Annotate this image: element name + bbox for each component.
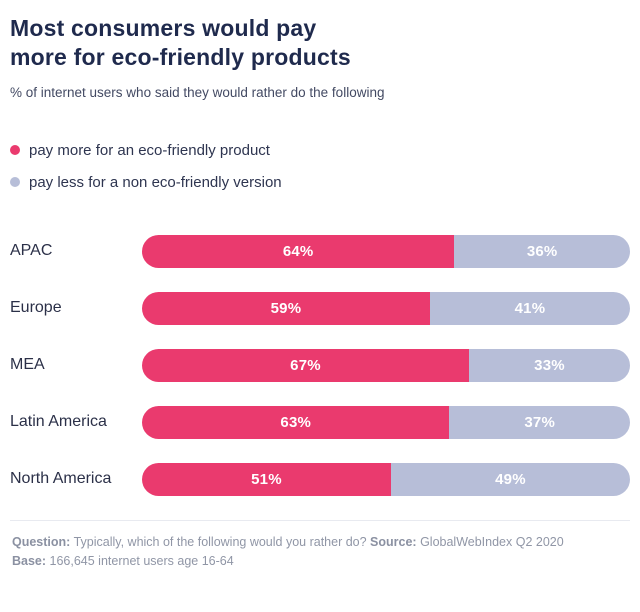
value-label: 49% <box>495 470 526 488</box>
stacked-bar: 59% 41% <box>142 291 630 325</box>
base-label: Base: <box>12 554 47 569</box>
value-label: 37% <box>524 413 556 431</box>
value-label: 63% <box>280 413 312 431</box>
legend-item-pay-more: pay more for an eco-friendly product <box>10 142 630 159</box>
legend-item-pay-less: pay less for a non eco-friendly version <box>10 174 630 191</box>
base-text: 166,645 internet users age 16-64 <box>46 554 234 569</box>
value-label: 41% <box>514 299 546 317</box>
question-label: Question: <box>12 534 71 549</box>
bar-segment-pay-more: 63% <box>142 405 450 439</box>
value-label: 51% <box>251 470 282 488</box>
footer: Question: Typically, which of the follow… <box>10 519 630 572</box>
bar-segment-pay-less: 49% <box>390 462 630 496</box>
page-title: Most consumers would pay more for eco-fr… <box>10 15 351 71</box>
value-label: 64% <box>282 242 314 260</box>
category-label: MEA <box>10 356 45 374</box>
chart-subtitle: % of internet users who said they would … <box>10 84 385 100</box>
legend-dot-gray-icon <box>10 177 20 188</box>
bar-segment-pay-less: 33% <box>468 348 630 382</box>
bar-segment-pay-less: 41% <box>429 291 630 325</box>
chart-rows: APAC 64% 36% Europe 59% 41% MEA 67% 33% Latin Ame… <box>10 234 630 496</box>
value-label: 33% <box>534 356 565 374</box>
stacked-bar: 64% 36% <box>142 234 630 268</box>
category-label: APAC <box>10 242 53 260</box>
value-label: 67% <box>290 356 321 374</box>
footer-base-line: Base: 166,645 internet users age 16-64 <box>12 552 628 571</box>
legend-dot-pink-icon <box>10 145 20 156</box>
chart-row: Europe 59% 41% <box>10 291 630 325</box>
value-label: 59% <box>270 299 302 317</box>
stacked-bar: 63% 37% <box>142 405 630 439</box>
bar-segment-pay-more: 59% <box>142 291 430 325</box>
question-text: Typically, which of the following would … <box>70 534 371 549</box>
legend-label: pay less for a non eco-friendly version <box>29 173 282 191</box>
chart-row: Latin America 63% 37% <box>10 405 630 439</box>
legend: pay more for an eco-friendly product pay… <box>10 142 630 191</box>
value-label: 36% <box>526 242 558 260</box>
stacked-bar: 67% 33% <box>142 348 630 382</box>
category-label: Latin America <box>10 413 107 431</box>
chart-row: North America 51% 49% <box>10 462 630 496</box>
category-label: Europe <box>10 299 62 317</box>
legend-label: pay more for an eco-friendly product <box>29 141 270 159</box>
bar-segment-pay-less: 37% <box>449 405 630 439</box>
stacked-bar: 51% 49% <box>142 462 630 496</box>
footer-question-line: Question: Typically, which of the follow… <box>12 533 628 552</box>
category-label: North America <box>10 470 112 488</box>
bar-segment-pay-more: 51% <box>142 462 391 496</box>
chart-row: MEA 67% 33% <box>10 348 630 382</box>
source-text: GlobalWebIndex Q2 2020 <box>416 534 564 549</box>
bar-segment-pay-more: 64% <box>142 234 455 268</box>
bar-segment-pay-more: 67% <box>142 348 469 382</box>
bar-segment-pay-less: 36% <box>454 234 630 268</box>
chart-row: APAC 64% 36% <box>10 234 630 268</box>
source-label: Source: <box>370 534 417 549</box>
